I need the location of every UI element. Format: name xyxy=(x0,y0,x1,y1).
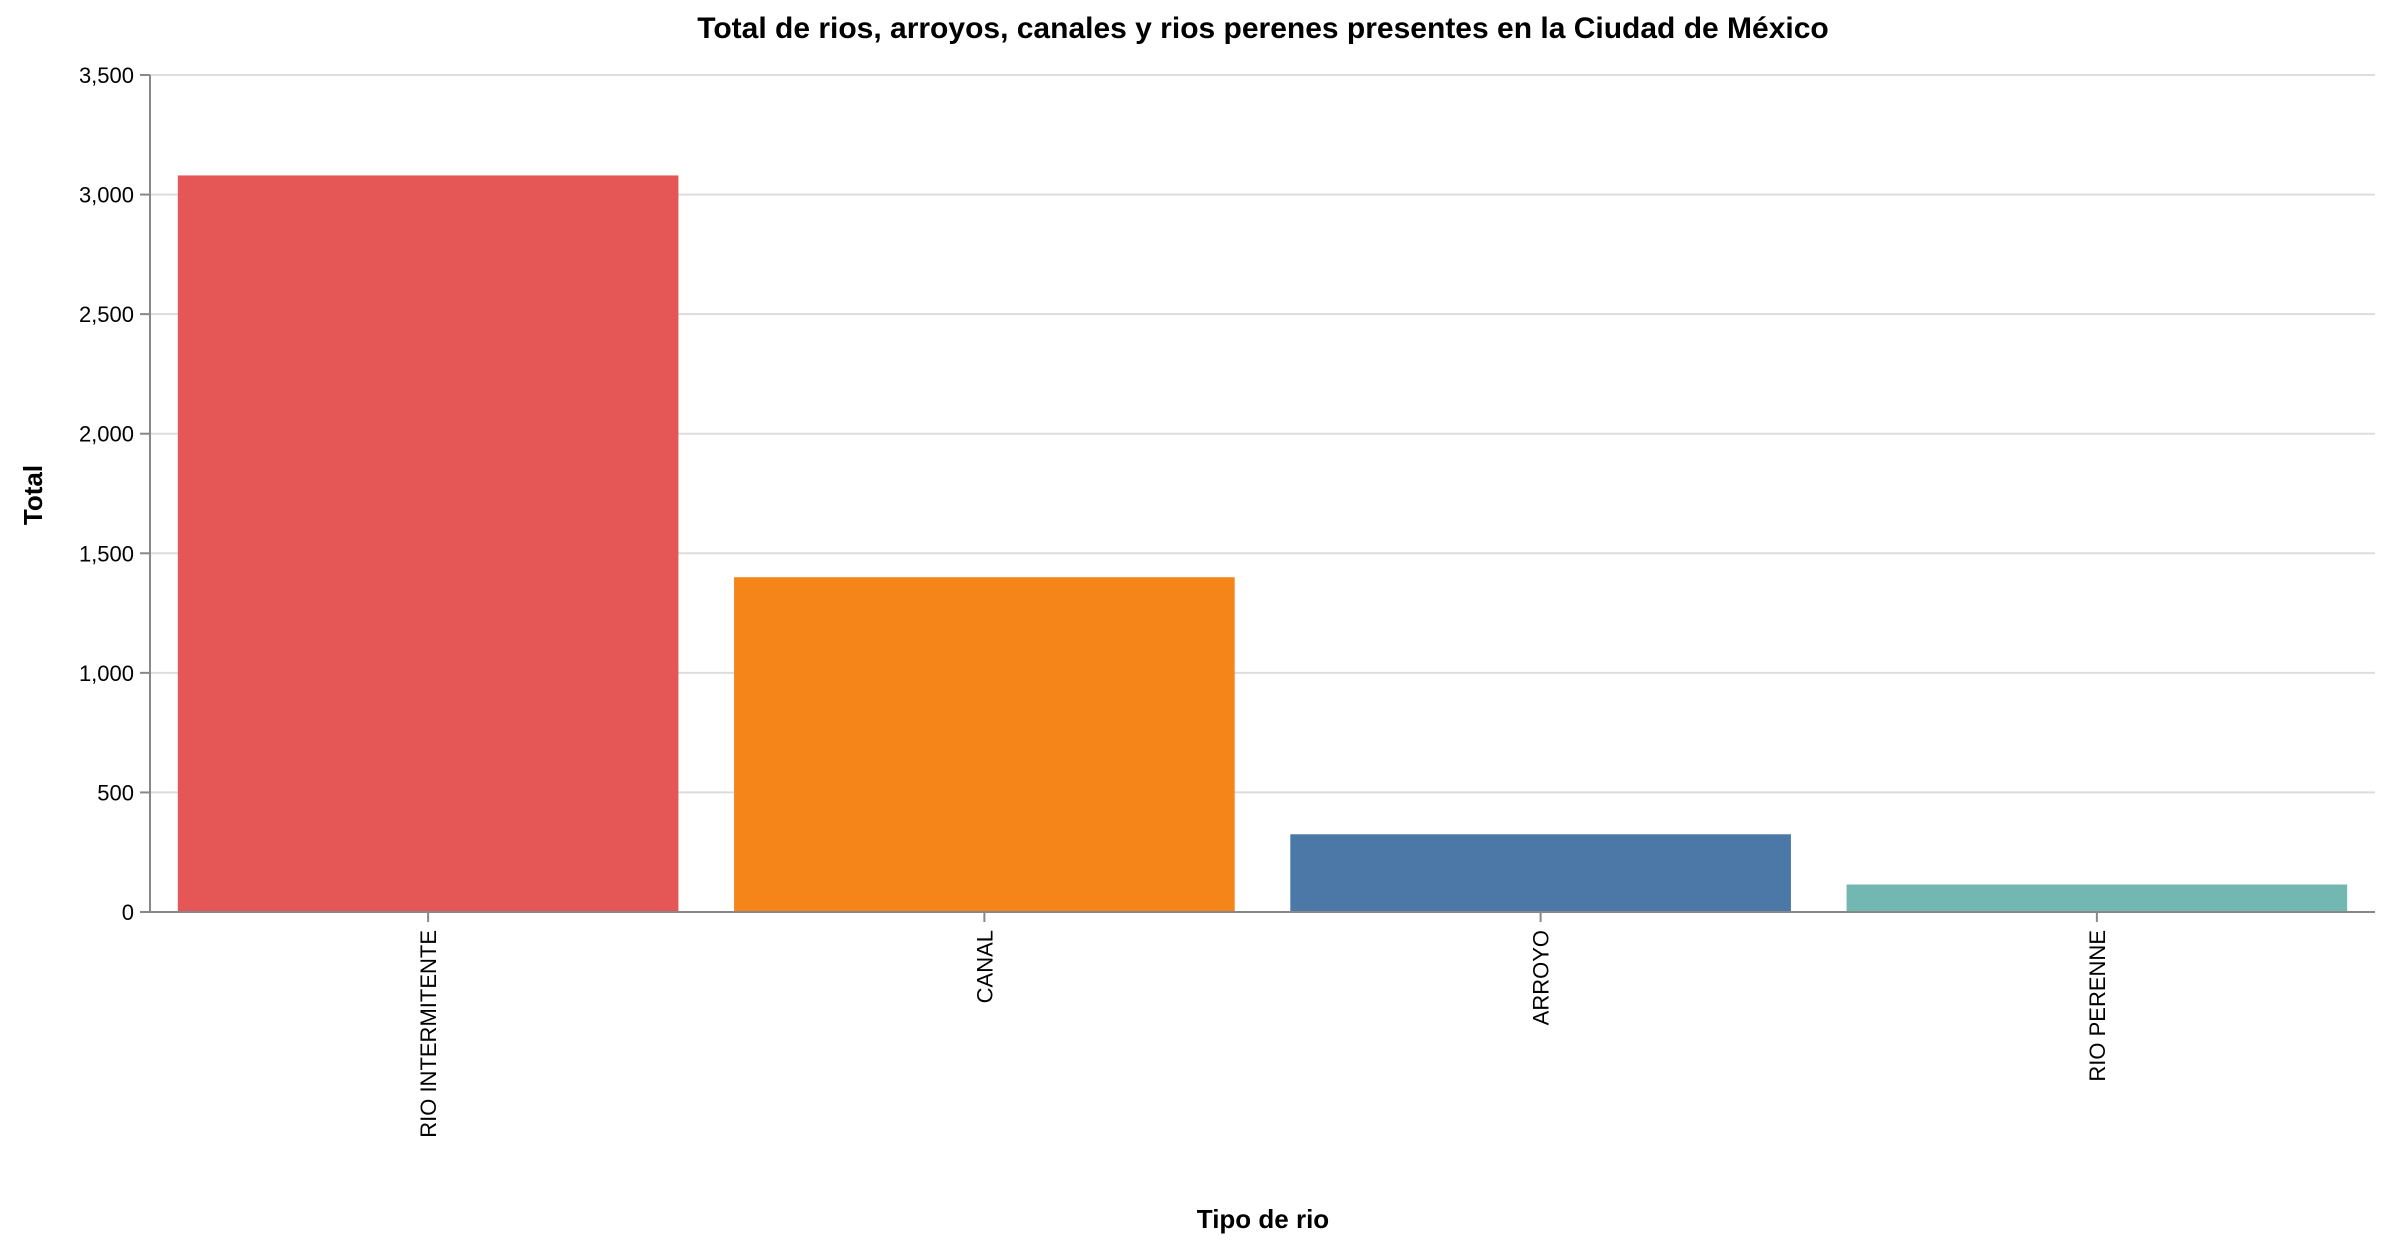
y-tick-label: 3,000 xyxy=(79,183,134,208)
bar-canal xyxy=(734,577,1235,912)
bars xyxy=(177,175,2348,912)
y-tick-label: 2,000 xyxy=(79,422,134,447)
bar-arroyo xyxy=(1290,834,1791,912)
y-tick-label: 1,500 xyxy=(79,541,134,566)
y-tick-label: 1,000 xyxy=(79,661,134,686)
y-tick-label: 0 xyxy=(122,900,134,925)
chart-title: Total de rios, arroyos, canales y rios p… xyxy=(697,12,1829,45)
y-tick-label: 2,500 xyxy=(79,302,134,327)
x-tick-label: CANAL xyxy=(972,930,997,1003)
bar-rio-perenne xyxy=(1846,884,2348,912)
y-tick-label: 500 xyxy=(97,780,134,805)
y-axis-title: Total xyxy=(18,465,48,525)
bar-rio-intermitente xyxy=(177,175,679,912)
x-tick-label: RIO INTERMITENTE xyxy=(416,930,441,1138)
axes: 0 500 1,000 1,500 2,000 2,500 3,000 3,500 RIO IN… xyxy=(79,63,2375,1138)
x-tick-label: RIO PERENNE xyxy=(2085,930,2110,1082)
y-tick-label: 3,500 xyxy=(79,63,134,88)
x-axis-title: Tipo de rio xyxy=(1197,1204,1329,1234)
x-tick-label: ARROYO xyxy=(1529,930,1554,1025)
